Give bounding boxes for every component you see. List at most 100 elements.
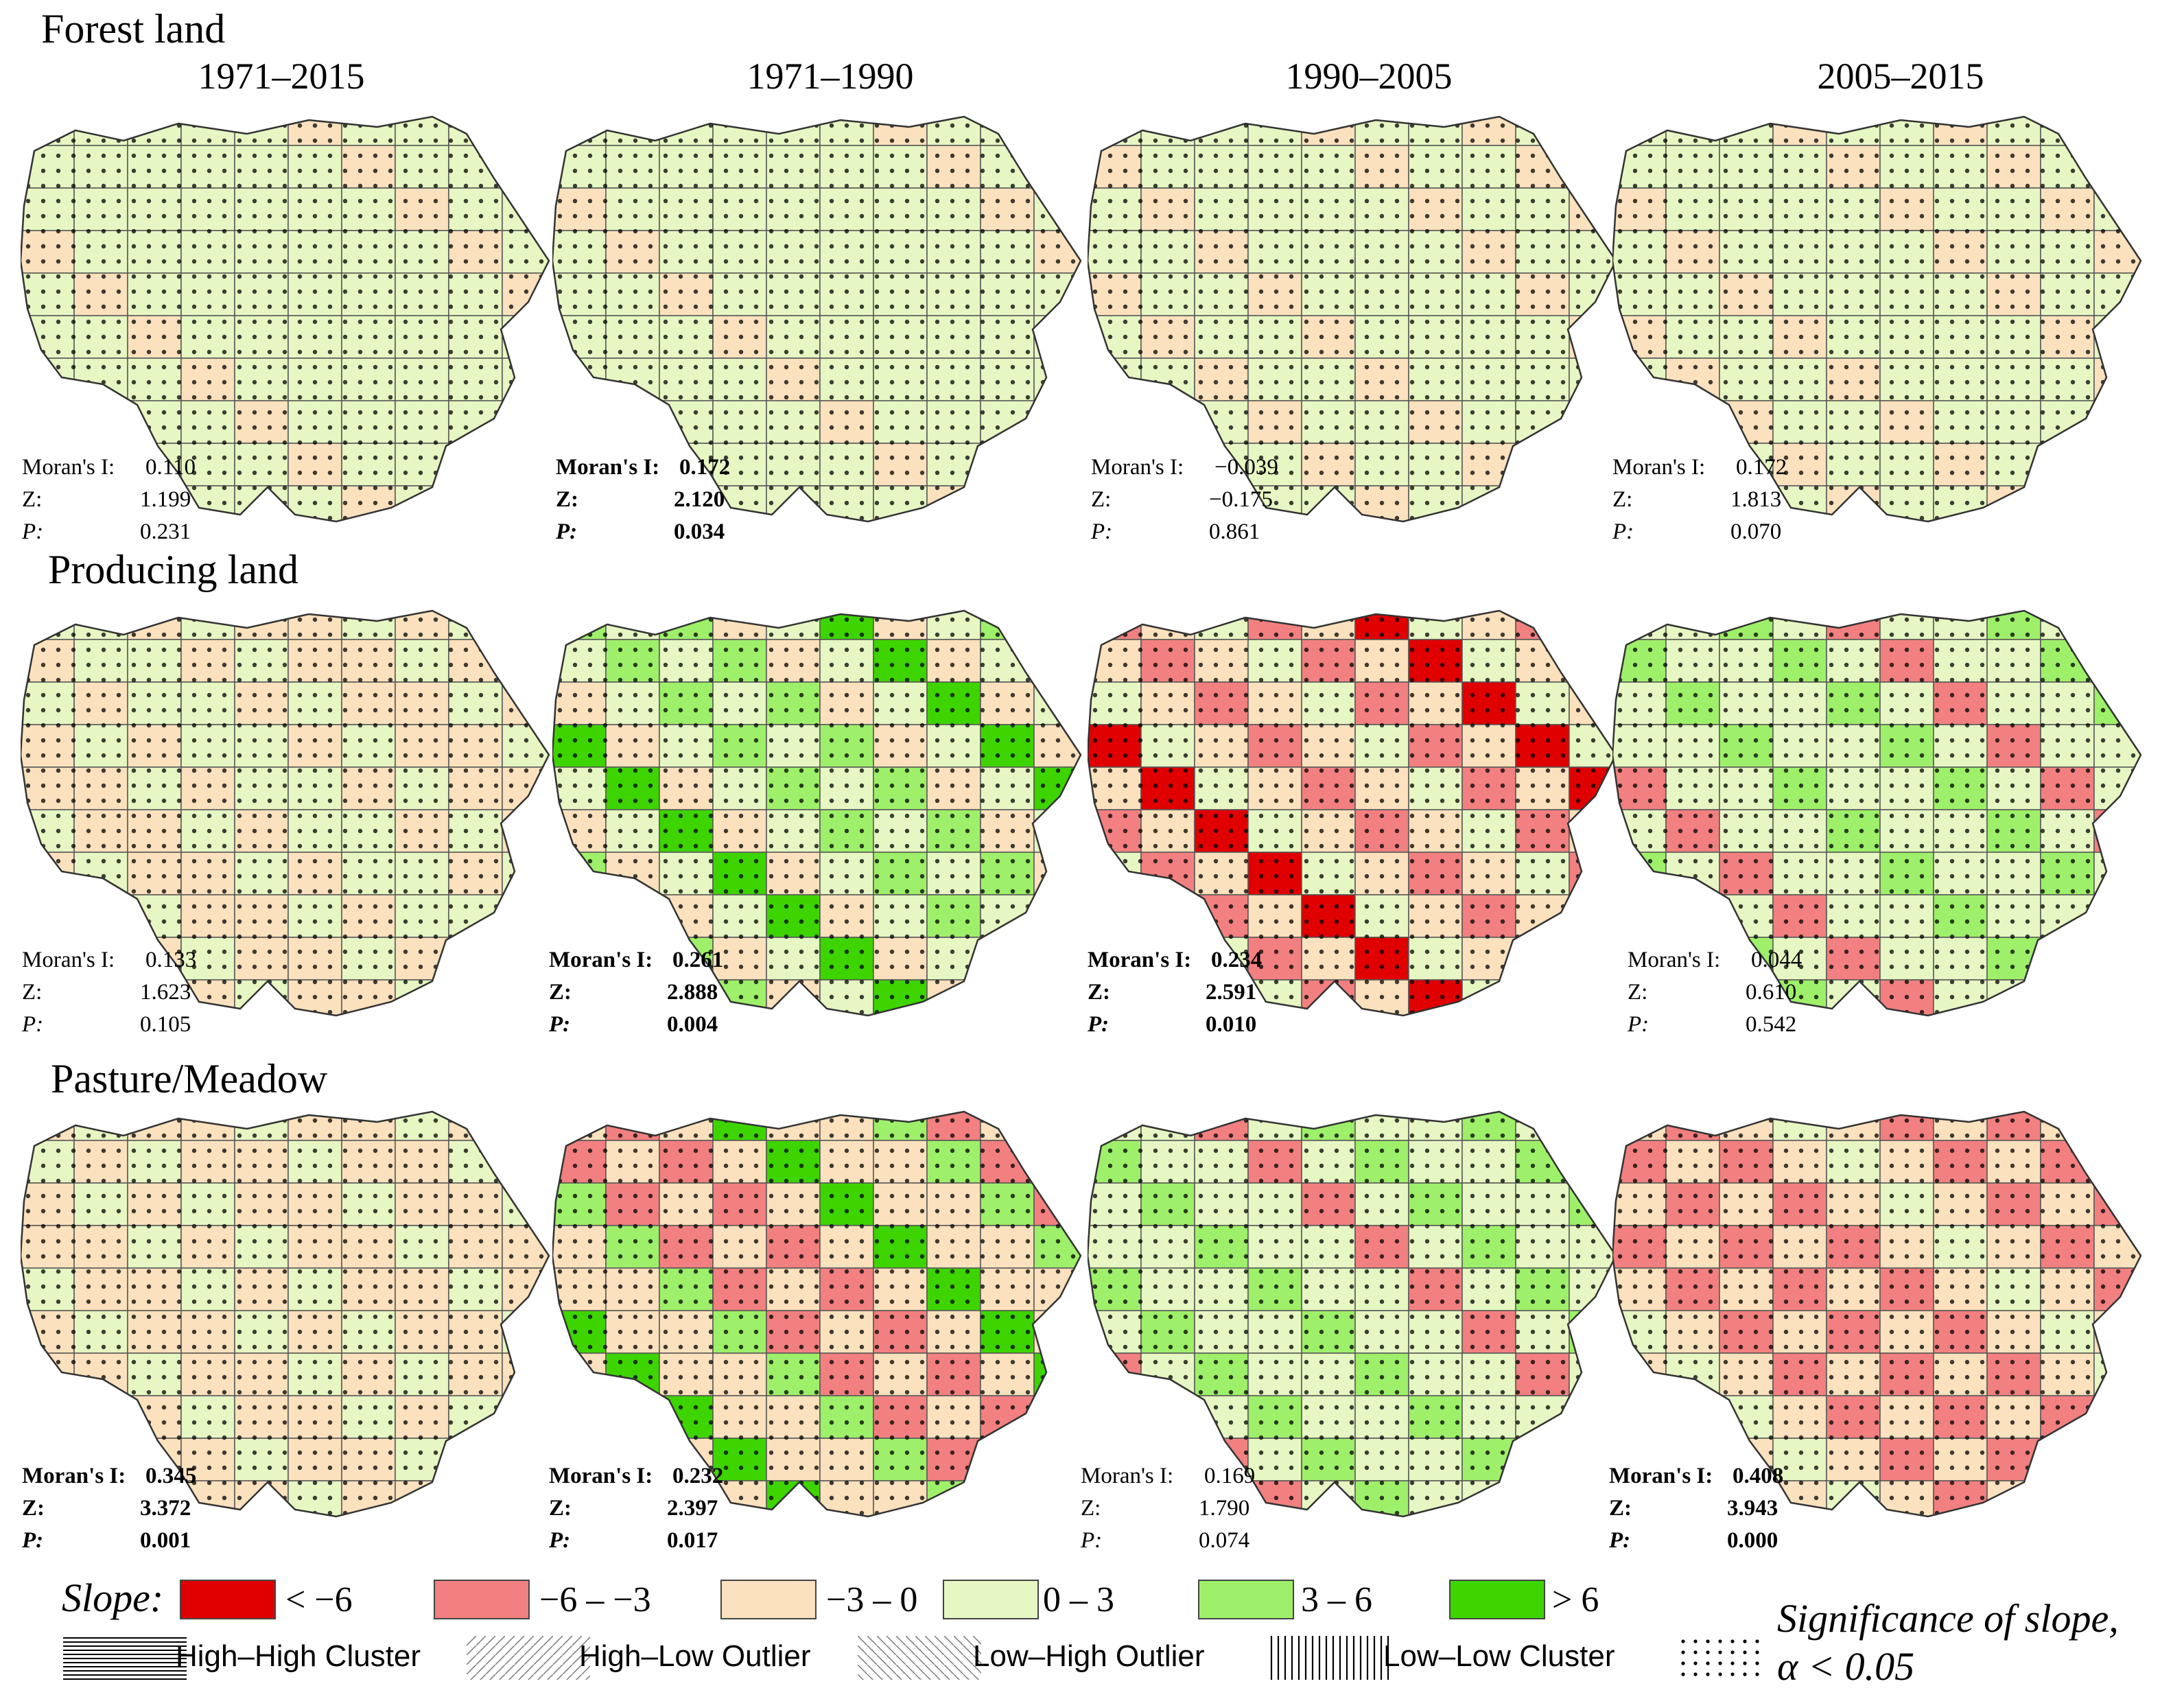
row-title-producing: Producing land (48, 547, 298, 592)
map-region (2093, 1310, 2141, 1354)
map-r1-c3 (1612, 609, 2142, 1017)
stat-z-line: Z: 2.120 (556, 484, 762, 516)
stat-p-line: P: 0.034 (556, 516, 762, 548)
stat-z-label: Z: (1609, 1496, 1632, 1521)
map-r1-c2 (1088, 609, 1617, 1017)
country-outline (552, 115, 1082, 523)
map-r0-c2 (1088, 115, 1617, 523)
stats-r2-c1: Moran's I: 0.232 Z: 2.397 P: 0.017 (549, 1460, 755, 1557)
map-r2-c2 (1088, 1110, 1617, 1518)
map-region (502, 937, 549, 981)
legend-label-high-high: High–High Cluster (176, 1639, 421, 1673)
map-r1-c0 (21, 609, 550, 1017)
legend-label-high-low: High–Low Outlier (579, 1639, 811, 1673)
stat-z-line: Z: 3.372 (22, 1492, 228, 1525)
map-region (502, 315, 549, 359)
map-region (1033, 1480, 1081, 1516)
legend-swatch-0-3 (943, 1580, 1039, 1619)
stat-moran-label: Moran's I: (22, 455, 115, 480)
row-title-pasture: Pasture/Meadow (51, 1056, 328, 1101)
stats-r1-c0: Moran's I: 0.133 Z: 1.623 P: 0.105 (22, 944, 228, 1041)
map-region (2093, 937, 2141, 981)
stat-moran-label: Moran's I: (22, 1464, 126, 1488)
map-region (21, 400, 75, 444)
stat-z-label: Z: (549, 980, 572, 1005)
map-region (1665, 1395, 1720, 1439)
map-region (980, 1480, 1035, 1516)
stats-r0-c1: Moran's I: 0.172 Z: 2.120 P: 0.034 (556, 452, 762, 548)
significance-overlay (21, 1112, 549, 1516)
map-region (1140, 1395, 1195, 1439)
stat-moran-line: Moran's I: 0.172 (1612, 452, 1818, 484)
map-region (502, 1310, 549, 1354)
map-region (2093, 1395, 2141, 1439)
stats-r0-c2: Moran's I: −0.039 Z: −0.175 P: 0.861 (1091, 452, 1297, 548)
stat-z-label: Z: (22, 1496, 45, 1521)
map-region (2093, 315, 2141, 359)
map-region (1033, 1438, 1081, 1481)
map-region (1088, 1395, 1142, 1439)
map-region (448, 485, 503, 522)
country-outline (552, 609, 1082, 1017)
map-region (980, 485, 1035, 522)
map-region (502, 639, 549, 683)
stat-p-line: P: 0.010 (1088, 1009, 1293, 1041)
country-outline (1088, 115, 1617, 523)
map-region (1033, 1112, 1081, 1141)
stat-z-value: 1.199 (140, 487, 191, 512)
map-region (502, 1480, 549, 1516)
map-region (448, 979, 503, 1016)
country-outline (1088, 609, 1617, 1017)
legend-swatch-gt6 (1449, 1580, 1545, 1619)
map-region (2040, 1480, 2095, 1516)
stat-moran-label: Moran's I: (1088, 948, 1192, 972)
stat-p-value: 0.017 (667, 1528, 718, 1553)
map-region (502, 1395, 549, 1439)
stat-p-value: 0.861 (1209, 519, 1260, 544)
map-region (21, 1395, 75, 1439)
stat-p-line: P: 0.542 (1628, 1009, 1833, 1041)
map-region (2093, 809, 2141, 853)
map-region (980, 443, 1035, 487)
map-region (1033, 979, 1081, 1016)
map-region (1033, 937, 1081, 981)
map-region (2093, 400, 2141, 444)
country-outline (21, 609, 550, 1017)
stat-p-value: 0.010 (1206, 1012, 1257, 1037)
stat-z-label: Z: (22, 980, 43, 1005)
stats-r2-c0: Moran's I: 0.345 Z: 3.372 P: 0.001 (22, 1460, 228, 1557)
map-region (1515, 979, 1570, 1016)
stat-moran-label: Moran's I: (549, 948, 653, 972)
stat-z-line: Z: 2.397 (549, 1492, 755, 1525)
stat-p-value: 0.070 (1730, 519, 1782, 544)
stat-z-value: 3.943 (1727, 1496, 1778, 1521)
map-region (1515, 443, 1570, 487)
stat-z-line: Z: 1.623 (22, 976, 228, 1009)
stat-p-label: P: (22, 1012, 44, 1037)
map-region (2093, 485, 2141, 522)
map-region (73, 1395, 128, 1439)
period-header-1: 1971–2015 (198, 56, 365, 97)
stat-moran-value: 0.234 (1211, 948, 1263, 972)
legend-label-low-low: Low–Low Cluster (1383, 1639, 1615, 1673)
stat-z-value: 1.813 (1730, 487, 1782, 512)
map-region (1033, 315, 1081, 359)
significance-overlay (552, 1112, 1081, 1516)
legend-label-low-high: Low–High Outlier (973, 1639, 1205, 1673)
stat-moran-line: Moran's I: 0.169 (1081, 1460, 1287, 1492)
stat-moran-value: 0.044 (1751, 948, 1803, 972)
map-region (1088, 894, 1142, 938)
stat-moran-label: Moran's I: (1612, 455, 1706, 480)
map-region (448, 937, 503, 981)
map-region (2093, 979, 2141, 1016)
map-region (502, 1140, 549, 1184)
stat-p-line: P: 0.017 (549, 1525, 755, 1557)
stat-z-value: 3.372 (140, 1496, 191, 1521)
stat-z-value: 1.623 (140, 980, 191, 1005)
legend-pattern-low-low (1269, 1636, 1393, 1680)
map-region (1033, 1395, 1081, 1439)
map-region (2093, 117, 2141, 146)
stat-p-label: P: (22, 1528, 44, 1553)
stat-moran-value: 0.345 (145, 1464, 197, 1488)
country-outline (1612, 115, 2142, 523)
